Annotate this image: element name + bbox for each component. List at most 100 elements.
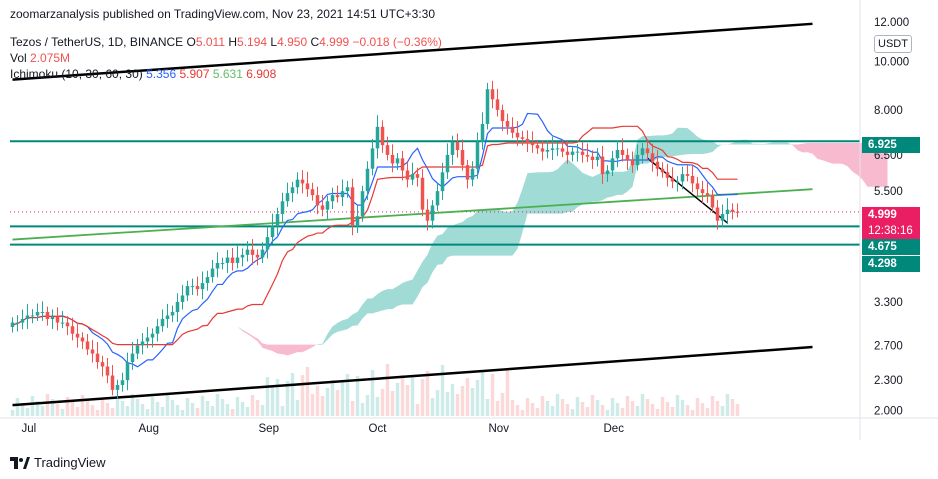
volume-legend[interactable]: Vol 2.075M (10, 51, 70, 65)
candle[interactable] (655, 150, 660, 177)
candle[interactable] (30, 309, 35, 324)
candle[interactable] (80, 332, 85, 350)
candle[interactable] (530, 131, 535, 153)
candle[interactable] (25, 303, 30, 329)
candle[interactable] (120, 372, 125, 392)
candle[interactable] (495, 88, 500, 117)
candle[interactable] (50, 309, 55, 329)
candle[interactable] (230, 247, 235, 271)
candle[interactable] (505, 113, 510, 135)
candle[interactable] (75, 323, 80, 348)
candle[interactable] (170, 305, 175, 323)
candle[interactable] (345, 180, 350, 198)
candle[interactable] (720, 204, 725, 228)
candle[interactable] (715, 200, 720, 230)
candle[interactable] (595, 148, 600, 167)
candle[interactable] (235, 245, 240, 269)
candle[interactable] (560, 139, 565, 158)
candle[interactable] (285, 182, 290, 207)
candle[interactable] (110, 364, 115, 396)
candle[interactable] (400, 150, 405, 181)
candle[interactable] (675, 176, 680, 192)
candle[interactable] (380, 120, 385, 153)
candle[interactable] (550, 136, 555, 160)
candle[interactable] (70, 317, 75, 341)
candle[interactable] (140, 332, 145, 355)
candle[interactable] (565, 141, 570, 164)
candle[interactable] (695, 177, 700, 196)
candle[interactable] (45, 306, 50, 326)
currency-badge[interactable]: USDT (874, 35, 912, 53)
candle[interactable] (255, 249, 260, 266)
candle[interactable] (590, 150, 595, 169)
candle[interactable] (385, 136, 390, 161)
candle[interactable] (220, 257, 225, 270)
candle[interactable] (250, 239, 255, 265)
candle[interactable] (710, 189, 715, 214)
candle[interactable] (635, 144, 640, 171)
candle[interactable] (15, 315, 20, 332)
candle[interactable] (60, 310, 65, 329)
symbol-legend[interactable]: Tezos / TetherUS, 1D, BINANCE O5.011 H5.… (10, 35, 442, 49)
candle[interactable] (115, 379, 120, 399)
candle[interactable] (305, 171, 310, 197)
candle[interactable] (690, 164, 695, 193)
candle[interactable] (510, 117, 515, 139)
candle[interactable] (570, 146, 575, 162)
candle[interactable] (35, 303, 40, 321)
candle[interactable] (485, 82, 490, 130)
candle[interactable] (620, 138, 625, 162)
candle[interactable] (365, 161, 370, 201)
candle[interactable] (360, 185, 365, 222)
candle[interactable] (585, 143, 590, 163)
candle[interactable] (605, 165, 610, 182)
candle[interactable] (320, 194, 325, 217)
tradingview-brand[interactable]: TradingView (10, 455, 106, 470)
candle[interactable] (90, 339, 95, 363)
candle[interactable] (145, 326, 150, 349)
candle[interactable] (245, 241, 250, 262)
candle[interactable] (425, 199, 430, 231)
candle[interactable] (280, 192, 285, 222)
candle[interactable] (210, 259, 215, 283)
candle[interactable] (395, 152, 400, 171)
candle[interactable] (460, 139, 465, 171)
candle[interactable] (265, 227, 270, 259)
candle[interactable] (20, 309, 25, 330)
candle[interactable] (475, 132, 480, 179)
candle[interactable] (105, 358, 110, 384)
candle[interactable] (315, 186, 320, 215)
candle[interactable] (575, 144, 580, 162)
candle[interactable] (155, 318, 160, 342)
candle[interactable] (85, 334, 90, 355)
candle[interactable] (40, 301, 45, 321)
candle[interactable] (515, 121, 520, 147)
candle[interactable] (350, 178, 355, 236)
candle[interactable] (270, 213, 275, 244)
candle[interactable] (670, 167, 675, 189)
candle[interactable] (705, 182, 710, 203)
candle[interactable] (100, 355, 105, 377)
candle[interactable] (205, 270, 210, 291)
candle[interactable] (640, 143, 645, 164)
candle[interactable] (390, 144, 395, 173)
candle[interactable] (95, 342, 100, 369)
candle[interactable] (55, 307, 60, 331)
candle[interactable] (175, 293, 180, 322)
candle[interactable] (700, 180, 705, 204)
candle[interactable] (150, 328, 155, 348)
candle[interactable] (470, 161, 475, 187)
candle[interactable] (325, 195, 330, 220)
candle[interactable] (440, 162, 445, 201)
candle[interactable] (200, 271, 205, 300)
candle[interactable] (335, 185, 340, 203)
candle[interactable] (165, 303, 170, 328)
candle[interactable] (185, 280, 190, 301)
candle[interactable] (660, 162, 665, 178)
ichimoku-legend[interactable]: Ichimoku (10, 30, 60, 30) 5.356 5.907 5.… (10, 67, 276, 81)
candle[interactable] (275, 207, 280, 236)
candle[interactable] (545, 140, 550, 159)
candle[interactable] (310, 182, 315, 201)
candle[interactable] (650, 143, 655, 172)
candle[interactable] (225, 250, 230, 273)
